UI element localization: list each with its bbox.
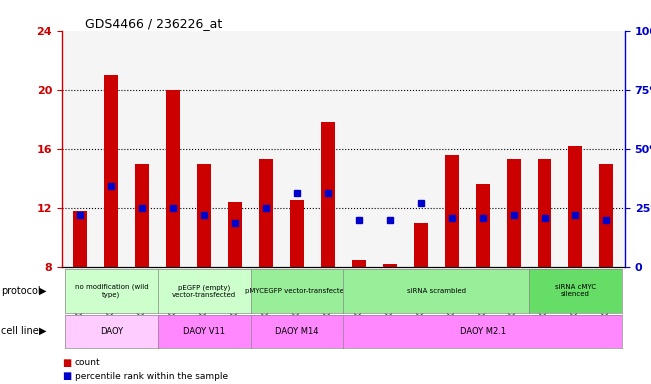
Text: count: count — [75, 358, 100, 367]
Text: ■: ■ — [62, 358, 71, 368]
Text: pMYCEGFP vector-transfected: pMYCEGFP vector-transfected — [245, 288, 349, 294]
Bar — [166, 90, 180, 267]
Bar — [352, 260, 366, 267]
Text: GDS4466 / 236226_at: GDS4466 / 236226_at — [85, 17, 222, 30]
Bar — [321, 122, 335, 267]
Text: pEGFP (empty)
vector-transfected: pEGFP (empty) vector-transfected — [172, 284, 236, 298]
Bar — [104, 75, 118, 267]
Text: DAOY V11: DAOY V11 — [183, 327, 225, 336]
Bar — [259, 159, 273, 267]
Bar — [538, 159, 551, 267]
Text: ▶: ▶ — [38, 326, 46, 336]
Bar — [290, 200, 304, 267]
Bar — [197, 164, 211, 267]
Bar — [74, 211, 87, 267]
Text: siRNA cMYC
silenced: siRNA cMYC silenced — [555, 285, 596, 297]
Bar — [228, 202, 242, 267]
Text: DAOY M14: DAOY M14 — [275, 327, 319, 336]
Text: DAOY: DAOY — [100, 327, 123, 336]
Text: cell line: cell line — [1, 326, 39, 336]
Text: percentile rank within the sample: percentile rank within the sample — [75, 372, 228, 381]
Bar — [476, 184, 490, 267]
Bar — [414, 223, 428, 267]
Text: siRNA scrambled: siRNA scrambled — [407, 288, 465, 294]
Text: DAOY M2.1: DAOY M2.1 — [460, 327, 506, 336]
Text: ▶: ▶ — [38, 286, 46, 296]
Bar — [568, 146, 583, 267]
Text: ■: ■ — [62, 371, 71, 381]
Bar — [135, 164, 149, 267]
Text: no modification (wild
type): no modification (wild type) — [74, 284, 148, 298]
Bar — [600, 164, 613, 267]
Bar — [506, 159, 521, 267]
Bar — [383, 264, 396, 267]
Bar — [445, 155, 459, 267]
Text: protocol: protocol — [1, 286, 41, 296]
